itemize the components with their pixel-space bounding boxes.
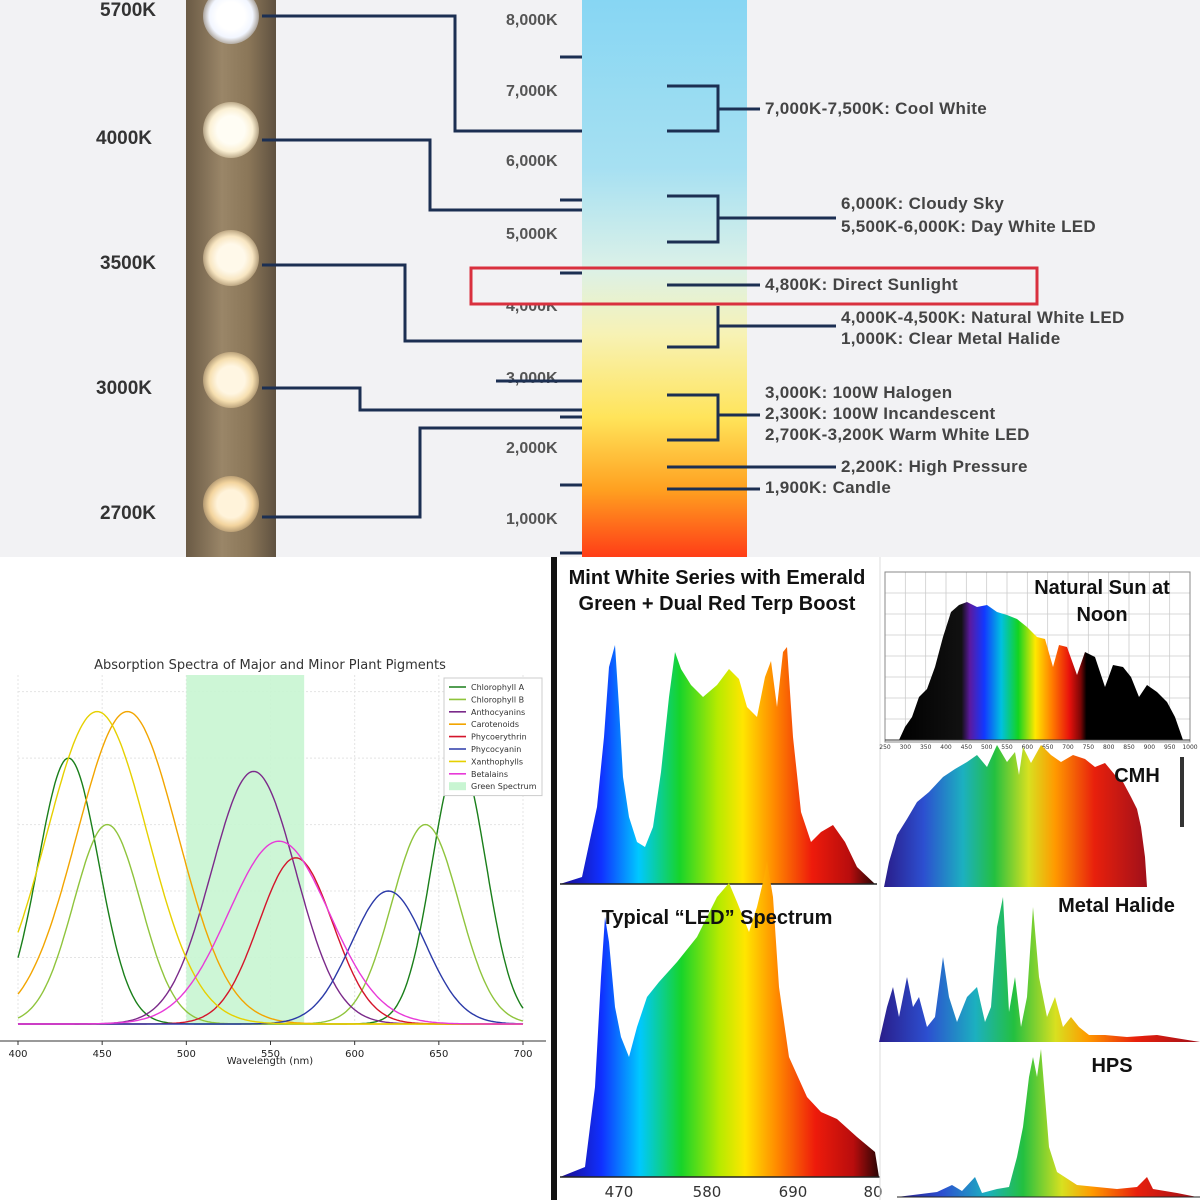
- legend-entry: Carotenoids: [471, 720, 519, 729]
- sun-xtick-label: 750: [1083, 744, 1095, 751]
- legend-entry: Chlorophyll A: [471, 683, 525, 692]
- metal-halide-title: Metal Halide: [1058, 895, 1175, 917]
- absorption-chart-panel: Absorption Spectra of Major and Minor Pl…: [0, 557, 551, 1200]
- annotation-warm-white-led: 2,700K-3,200K Warm White LED: [765, 425, 1030, 444]
- metal-halide-spectrum-area: [879, 897, 1200, 1042]
- led-xtick-80: 80: [863, 1183, 882, 1200]
- x-tick-label: 550: [261, 1049, 280, 1060]
- series-line-betalains: [18, 840, 523, 1025]
- sun-xtick-label: 800: [1103, 744, 1115, 751]
- legend-entry: Phycocyanin: [471, 745, 521, 754]
- x-tick-label: 450: [93, 1049, 112, 1060]
- x-tick-label: 650: [429, 1049, 448, 1060]
- led-bulb: [203, 102, 259, 158]
- panel-divider: [551, 557, 557, 1200]
- bar-tick-1000k: 1,000K: [506, 511, 558, 528]
- sun-plot-frame: [884, 571, 1191, 743]
- bar-tick-2000k: 2,000K: [506, 440, 558, 457]
- chart-title: Absorption Spectra of Major and Minor Pl…: [94, 658, 446, 673]
- hps-spectrum-area: [897, 1049, 1197, 1197]
- mint-title: Mint White Series with Emerald Green + D…: [568, 567, 866, 615]
- annotation-halogen: 3,000K: 100W Halogen: [765, 383, 953, 402]
- x-tick-label: 700: [513, 1049, 532, 1060]
- sun-xtick-label: 500: [981, 744, 993, 751]
- sun-xtick-label: 550: [1001, 744, 1013, 751]
- annotation-clear-metal-halide: 1,000K: Clear Metal Halide: [841, 329, 1061, 348]
- led-xtick-690: 690: [779, 1183, 808, 1200]
- strip-label-3000k: 3000K: [96, 378, 152, 399]
- spectra-graphics: 470 580 690 80 250 300 350 400 450 500 550 600 6…: [560, 557, 1200, 1200]
- annotation-candle: 1,900K: Candle: [765, 478, 892, 497]
- sun-xtick-label: 1000: [1182, 744, 1197, 751]
- series-line-xanthophylls: [17, 710, 523, 1025]
- sun-xtick-label: 900: [1144, 744, 1156, 751]
- direct-sunlight-highlight: [469, 266, 1039, 306]
- strip-label-2700k: 2700K: [100, 503, 156, 524]
- led-xtick-470: 470: [605, 1183, 634, 1200]
- sun-xtick-label: 450: [961, 744, 973, 751]
- sun-xtick-label: 250: [879, 744, 891, 751]
- sun-title: Natural Sun at Noon: [1034, 577, 1170, 626]
- strip-label-5700k: 5700K: [100, 0, 156, 21]
- legend-entry: Betalains: [471, 770, 508, 779]
- mint-spectrum-area: [560, 645, 875, 884]
- bar-tick-7000k: 7,000K: [506, 83, 558, 100]
- led-bulb: [203, 230, 259, 286]
- sun-spectrum-area: [899, 602, 1183, 740]
- sun-xtick-label: 950: [1164, 744, 1176, 751]
- sun-xtick-label: 700: [1062, 744, 1074, 751]
- led-spectrum-area: [560, 861, 879, 1177]
- annotation-day-white-led: 5,500K-6,000K: Day White LED: [841, 217, 1096, 236]
- chart-legend: Chlorophyll A Chlorophyll B Anthocyanins Ca…: [443, 677, 543, 797]
- strip-label-4000k: 4000K: [96, 128, 152, 149]
- annotation-cloudy-sky: 6,000K: Cloudy Sky: [841, 194, 1005, 213]
- annotation-natural-white-led: 4,000K-4,500K: Natural White LED: [841, 308, 1125, 327]
- led-title: Typical “LED” Spectrum: [601, 907, 833, 929]
- green-spectrum-band: [186, 675, 305, 1024]
- led-bulb: [203, 0, 259, 44]
- legend-entry: Xanthophylls: [471, 757, 523, 766]
- legend-entry: Chlorophyll B: [471, 695, 524, 704]
- legend-entry: Anthocyanins: [471, 708, 525, 717]
- cmh-title: CMH: [1114, 765, 1160, 787]
- annotation-direct-sunlight: 4,800K: Direct Sunlight: [765, 275, 958, 294]
- connector-lines: [262, 14, 1039, 555]
- sun-xtick-label: 600: [1022, 744, 1034, 751]
- sun-xtick-label: 400: [940, 744, 952, 751]
- sun-xtick-label: 300: [900, 744, 912, 751]
- bar-tick-3000k: 3,000K: [506, 370, 558, 387]
- x-axis-label: Wavelength (nm): [227, 1056, 313, 1067]
- led-bulb: [203, 476, 259, 532]
- x-tick-label: 600: [345, 1049, 364, 1060]
- sun-xtick-label: 650: [1042, 744, 1054, 751]
- cmh-spectrum-area: [884, 745, 1147, 887]
- hps-title: HPS: [1091, 1055, 1133, 1077]
- x-tick-label: 500: [177, 1049, 196, 1060]
- sun-xtick-label: 850: [1123, 744, 1135, 751]
- bar-tick-6000k: 6,000K: [506, 153, 558, 170]
- legend-entry: Green Spectrum: [471, 782, 537, 791]
- absorption-chart: Absorption Spectra of Major and Minor Pl…: [0, 658, 546, 1067]
- kelvin-chart: 5700K 4000K 3500K 3000K 2700K 8,000K 7,0…: [0, 0, 1200, 557]
- annotation-high-pressure: 2,200K: High Pressure: [841, 457, 1028, 476]
- x-tick-label: 400: [8, 1049, 27, 1060]
- legend-swatch: [449, 782, 466, 791]
- legend-entry: Phycoerythrin: [471, 733, 527, 742]
- annotation-incandescent: 2,300K: 100W Incandescent: [765, 404, 996, 423]
- sun-xtick-label: 350: [920, 744, 932, 751]
- bar-tick-4000k: 4,000K: [506, 298, 558, 315]
- spectra-panel: 470 580 690 80 250 300 350 400 450 500 550 600 6…: [557, 557, 1200, 1200]
- series-line-chlorophyll-b: [17, 823, 524, 1025]
- annotation-cool-white: 7,000K-7,500K: Cool White: [765, 99, 987, 118]
- bar-tick-8000k: 8,000K: [506, 12, 558, 29]
- bar-tick-5000k: 5,000K: [506, 226, 558, 243]
- strip-label-3500k: 3500K: [100, 253, 156, 274]
- led-bulb: [203, 352, 259, 408]
- led-xtick-580: 580: [693, 1183, 722, 1200]
